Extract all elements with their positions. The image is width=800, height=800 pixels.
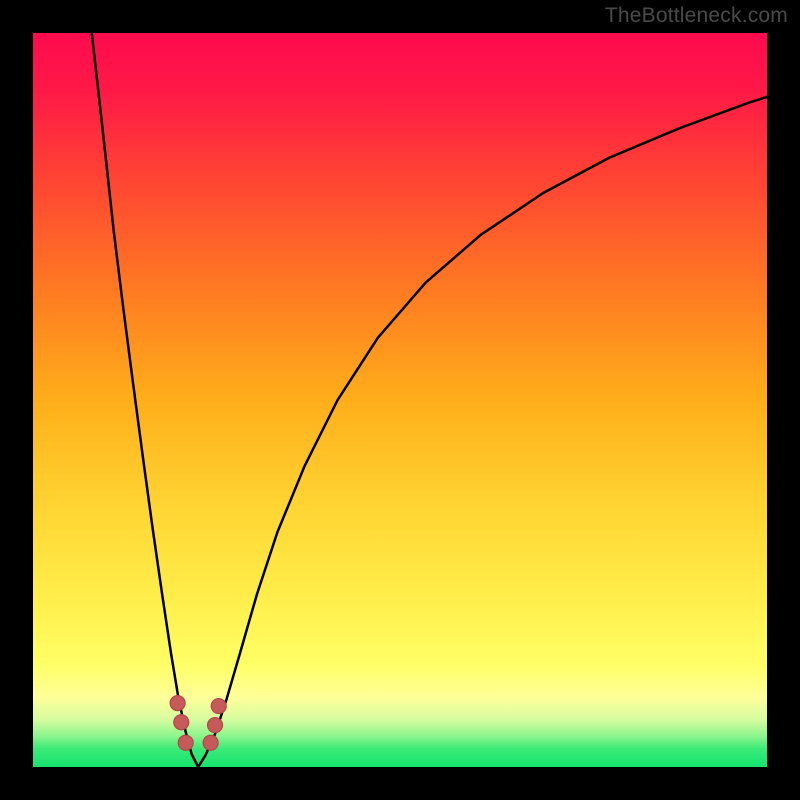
- chart-plot-area: [33, 33, 767, 767]
- watermark-text: TheBottleneck.com: [605, 4, 788, 28]
- marker-point: [178, 735, 193, 750]
- chart-frame: TheBottleneck.com: [0, 0, 800, 800]
- gradient-background: [33, 33, 767, 767]
- marker-point: [211, 699, 226, 714]
- marker-point: [170, 696, 185, 711]
- marker-point: [208, 718, 223, 733]
- marker-point: [174, 715, 189, 730]
- marker-point: [203, 735, 218, 750]
- chart-svg: [33, 33, 767, 767]
